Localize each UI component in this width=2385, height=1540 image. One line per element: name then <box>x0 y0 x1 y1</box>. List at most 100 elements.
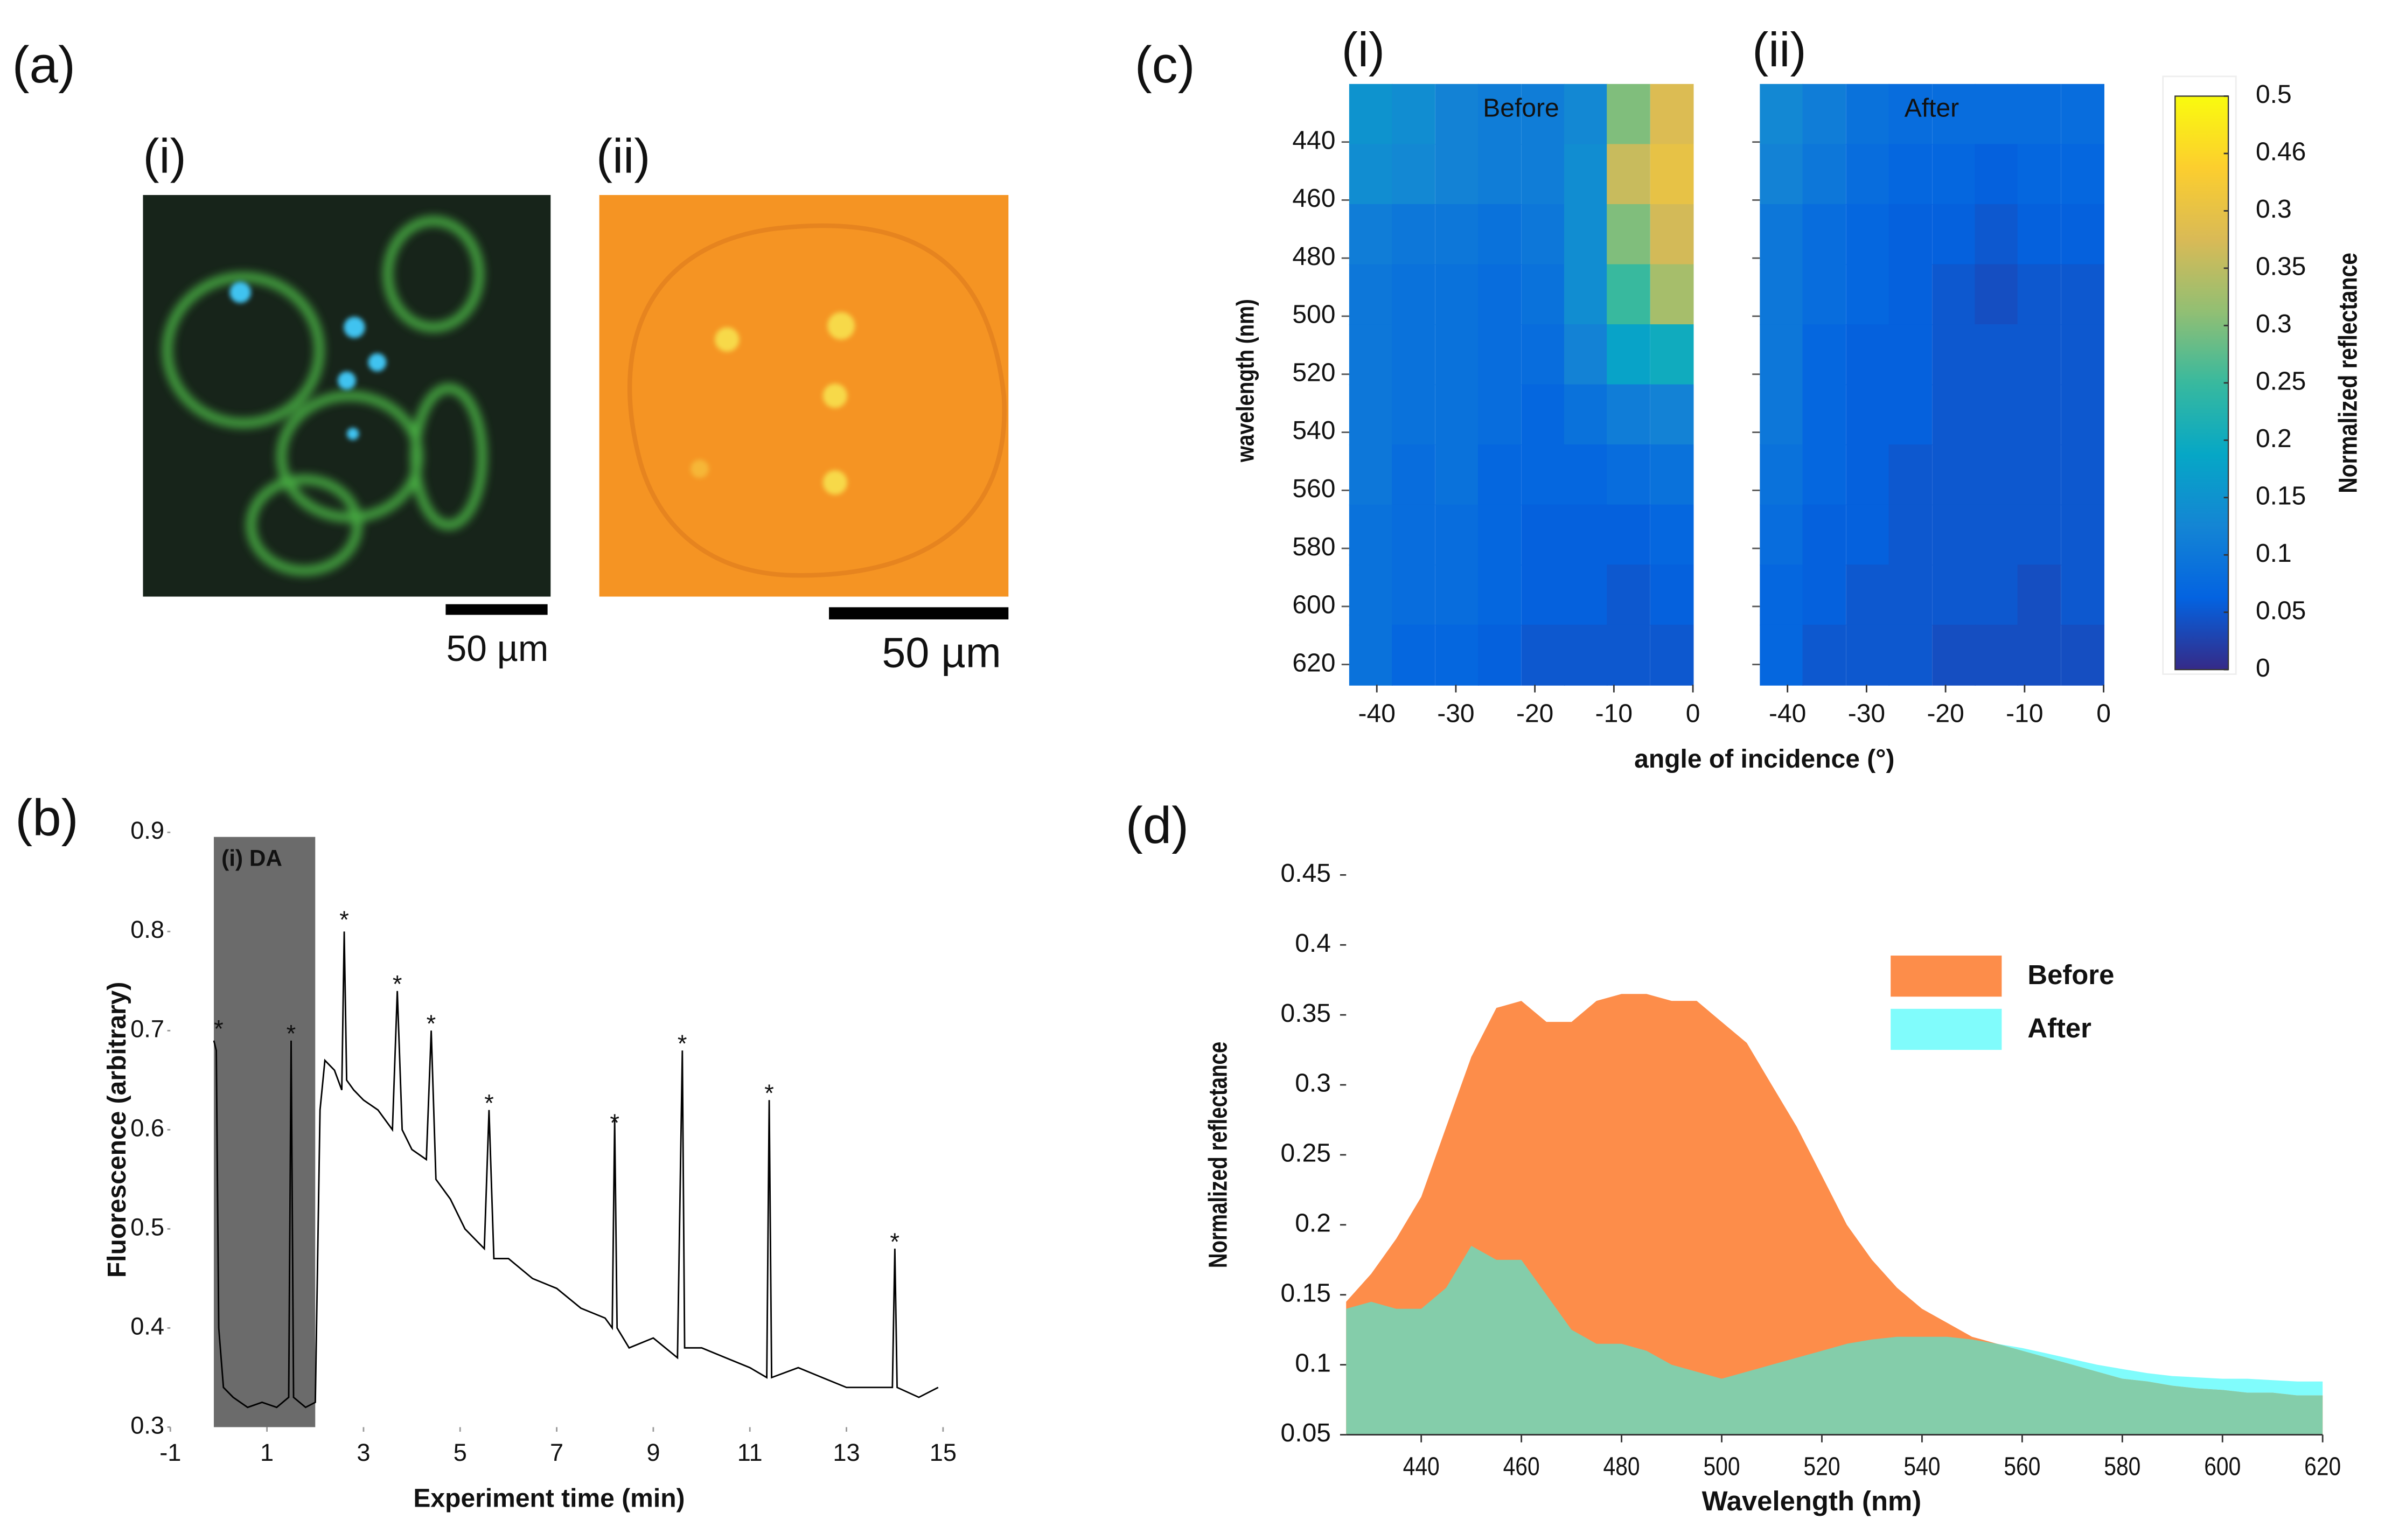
heatmap-cell <box>2017 264 2061 325</box>
colorbar-tick-label: 0.05 <box>2256 596 2306 625</box>
heatmap-cell <box>1932 504 1976 566</box>
heatmap-cell <box>1802 565 1846 626</box>
x-tick-label: -1 <box>159 1439 181 1466</box>
heatmap-cell <box>1521 324 1565 386</box>
heatmap-cell <box>1435 624 1479 686</box>
heatmap-cell <box>2017 624 2061 686</box>
x-tick-label: 600 <box>2204 1452 2241 1481</box>
x-tick-label: -30 <box>1437 700 1474 728</box>
heatmap-cell <box>1932 83 1976 145</box>
heatmap-cell <box>1932 384 1976 445</box>
heatmap-cell <box>2061 264 2104 325</box>
panel-label: (d) <box>1126 797 1189 854</box>
heatmap-cell <box>2017 384 2061 445</box>
heatmap-cell <box>1478 384 1522 445</box>
heatmap-cell <box>1521 624 1565 686</box>
heatmap-cell <box>1349 204 1393 265</box>
x-axis-label: Experiment time (min) <box>413 1485 685 1513</box>
heatmap-cell <box>1975 384 2019 445</box>
heatmap-cell <box>1975 83 2019 145</box>
heatmap-cell <box>1975 144 2019 205</box>
peak-marker: * <box>214 1015 224 1042</box>
heatmap-cell <box>1650 324 1694 386</box>
heatmap-cell <box>1975 264 2019 325</box>
heatmap-cell <box>2061 144 2104 205</box>
heatmap-cell <box>2017 324 2061 386</box>
heatmap-cell <box>1888 565 1933 626</box>
y-tick-label: 500 <box>1292 301 1335 329</box>
colorbar-tick-label: 0 <box>2256 654 2270 682</box>
peak-marker: * <box>678 1030 687 1057</box>
heatmap-cell <box>1802 324 1846 386</box>
heatmap-cell <box>1392 384 1435 445</box>
y-tick-label: 600 <box>1292 591 1335 619</box>
y-tick-label: 0.8 <box>130 916 164 943</box>
x-tick-label: 440 <box>1403 1452 1440 1481</box>
x-tick-label: -20 <box>1927 700 1964 728</box>
heatmap-cell <box>1478 444 1522 506</box>
x-tick-label: 5 <box>454 1439 467 1466</box>
heatmap-cell <box>1607 504 1650 566</box>
heatmap-cell <box>1846 504 1889 566</box>
heatmap-cell <box>2017 565 2061 626</box>
colorbar-tick-label: 0.2 <box>2256 424 2292 453</box>
heatmap-cell <box>1888 444 1933 506</box>
heatmap-cell <box>1564 264 1608 325</box>
heatmap-cell <box>1650 204 1694 265</box>
y-tick-label: 520 <box>1292 358 1335 387</box>
area <box>1346 994 2323 1435</box>
peak-marker: * <box>287 1020 296 1047</box>
x-tick-label: 13 <box>833 1439 860 1466</box>
heatmap-cell <box>1846 624 1889 686</box>
x-tick-label: 500 <box>1703 1452 1740 1481</box>
heatmap-cell <box>1932 204 1976 265</box>
heatmap-cell <box>1932 444 1976 506</box>
panel-label: (c) <box>1135 36 1195 94</box>
trace-line <box>213 931 939 1409</box>
heatmap-cell <box>1607 624 1650 686</box>
x-tick-label: 7 <box>550 1439 563 1466</box>
shaded-region <box>213 837 316 1427</box>
legend-label: Before <box>2027 959 2114 990</box>
colorbar-label: Normalized reflectance <box>2334 253 2363 493</box>
x-tick-label: -20 <box>1516 700 1553 728</box>
colorbar <box>2174 95 2229 671</box>
y-tick-label: 0.15 <box>1281 1279 1331 1307</box>
y-axis-label: Normalized reflectance <box>1204 1042 1233 1268</box>
x-tick-label: 1 <box>260 1439 274 1466</box>
micrograph-fluorescence <box>143 195 551 615</box>
heatmap-cell <box>1650 384 1694 445</box>
heatmap-cell <box>1975 324 2019 386</box>
x-tick-label: 11 <box>737 1439 763 1466</box>
micrograph-brightfield <box>599 195 1009 619</box>
heatmap-cell <box>1846 83 1889 145</box>
heatmap-cell <box>1435 565 1479 626</box>
heatmap-cell <box>2061 324 2104 386</box>
y-tick-label: 0.05 <box>1281 1419 1331 1447</box>
heatmap-cell <box>2017 504 2061 566</box>
colorbar-tick-label: 0.3 <box>2256 310 2292 338</box>
heatmap-cell <box>2061 83 2104 145</box>
heatmap-cell <box>1802 504 1846 566</box>
heatmap-cell <box>1435 444 1479 506</box>
heatmap-cell <box>1932 324 1976 386</box>
heatmap-cell <box>1760 384 1803 445</box>
heatmap-cell <box>1349 144 1393 205</box>
y-tick-label: 0.6 <box>130 1114 164 1141</box>
heatmap-cell <box>1521 384 1565 445</box>
heatmap-cell <box>1607 565 1650 626</box>
peak-marker: * <box>339 906 349 933</box>
y-tick-label: 480 <box>1292 242 1335 271</box>
heatmap-cell <box>1650 144 1694 205</box>
heatmap-cell <box>1478 565 1522 626</box>
heatmap-cell <box>1435 264 1479 325</box>
heatmap-cell <box>1846 384 1889 445</box>
y-axis-label: wavelength (nm) <box>1232 299 1259 463</box>
heatmap-cell <box>1802 264 1846 325</box>
x-axis-label: Wavelength (nm) <box>1702 1486 1922 1516</box>
heatmap-cell <box>1392 624 1435 686</box>
heatmap-cell <box>1760 83 1803 145</box>
heatmap-cell <box>1650 504 1694 566</box>
heatmap-cell <box>2061 504 2104 566</box>
y-tick-label: 0.35 <box>1281 999 1331 1028</box>
